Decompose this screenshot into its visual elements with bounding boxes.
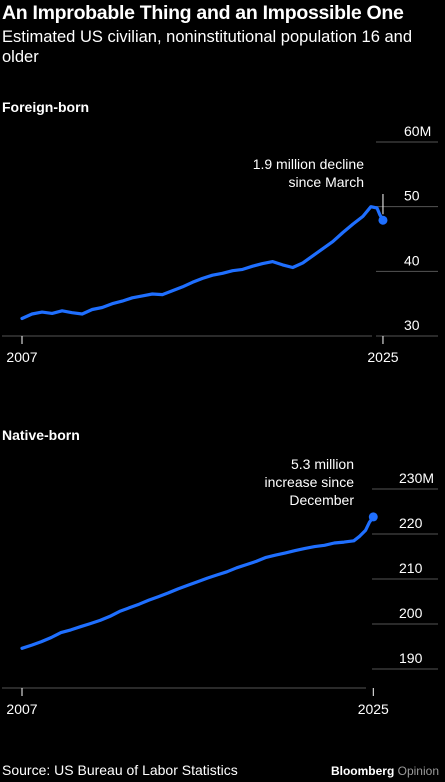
source-note: Source: US Bureau of Labor Statistics — [2, 762, 238, 778]
brand-section: Opinion — [397, 764, 439, 778]
foreign-born-endpoint-marker — [378, 215, 388, 225]
chart-title: An Improbable Thing and an Impossible On… — [2, 2, 404, 24]
native-born-y-tick-label: 220 — [399, 515, 423, 531]
native-born-x-tick-label: 2025 — [358, 701, 389, 717]
foreign-born-y-tick-label: 30 — [404, 317, 420, 333]
foreign-born-annotation-text: 1.9 million decline — [253, 156, 364, 172]
native-born-y-tick-label: 230M — [399, 470, 434, 486]
native-born-x-tick-label: 2007 — [6, 701, 37, 717]
native-born-endpoint-marker — [368, 512, 378, 522]
foreign-born-annotation-text: since March — [289, 174, 364, 190]
native-born-annotation-text: 5.3 million — [291, 456, 354, 472]
native-born-series-line — [20, 515, 375, 650]
native-born-chart: 190 200 210 220 230M 2007 2025 5.3 million incre… — [2, 456, 438, 717]
native-born-annotation-text: December — [289, 492, 354, 508]
foreign-born-series-line — [20, 205, 385, 321]
brand-logo: Bloomberg Opinion — [331, 764, 439, 778]
native-born-y-tick-label: 210 — [399, 560, 423, 576]
native-born-y-tick-label: 190 — [399, 650, 423, 666]
foreign-born-chart: 30 40 50 60M 2007 2025 1.9 million decline sinc… — [2, 123, 438, 365]
brand-name: Bloomberg — [330, 764, 395, 778]
foreign-born-x-tick-label: 2007 — [6, 349, 37, 365]
foreign-born-x-tick-label: 2025 — [367, 349, 398, 365]
foreign-born-y-tick-label: 40 — [404, 252, 420, 268]
native-born-annotation-text: increase since — [265, 474, 355, 490]
chart-subtitle: Estimated US civilian, noninstitutional … — [2, 28, 413, 66]
foreign-born-y-tick-label: 50 — [404, 188, 420, 204]
foreign-born-y-tick-label: 60M — [404, 123, 431, 139]
native-born-y-tick-label: 200 — [399, 605, 423, 621]
panel-title-native-born: Native-born — [2, 427, 80, 443]
panel-title-foreign-born: Foreign-born — [2, 99, 90, 115]
